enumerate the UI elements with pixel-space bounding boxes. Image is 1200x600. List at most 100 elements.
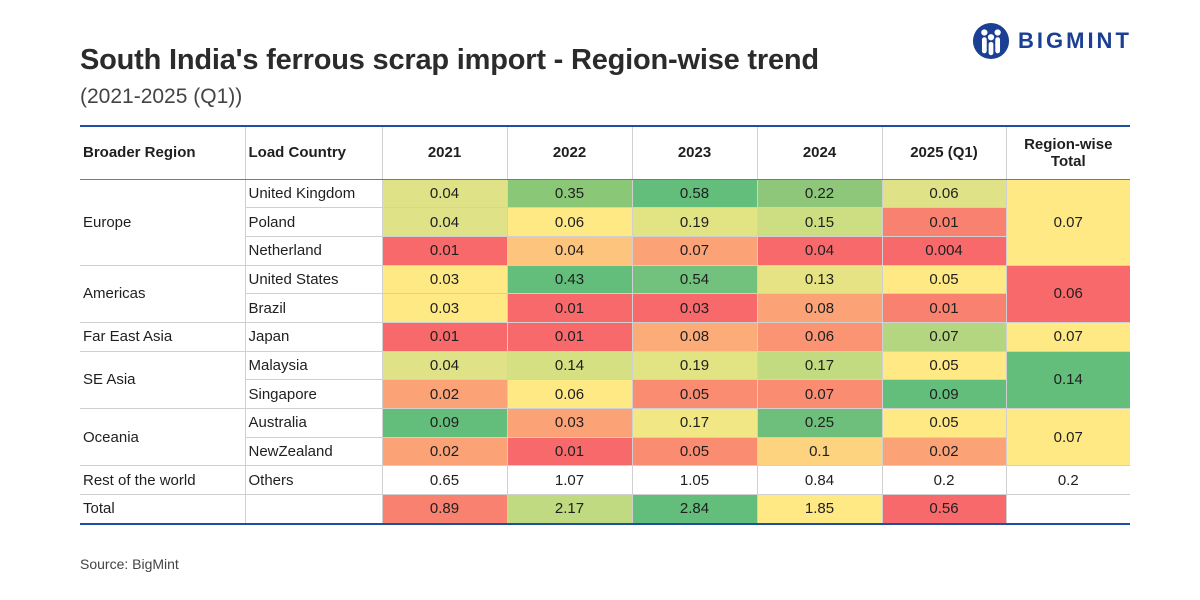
value-cell: 0.04 — [381, 350, 508, 381]
value-cell: 0.65 — [381, 465, 508, 496]
value-cell: 0.25 — [756, 408, 883, 438]
country-cell: Brazil — [245, 293, 383, 323]
column-header: Broader Region — [80, 125, 246, 180]
value-cell: 0.02 — [381, 436, 508, 467]
value-cell: 1.05 — [631, 465, 758, 496]
region-cell: Europe — [80, 178, 246, 266]
value-cell: 0.15 — [756, 207, 883, 237]
total-value-cell: 1.85 — [756, 494, 883, 525]
column-header: 2022 — [506, 125, 633, 180]
data-table: Broader Region Load Country 2021 2022 2023 20… — [80, 125, 1130, 525]
value-cell: 0.01 — [381, 235, 508, 266]
value-cell: 0.03 — [631, 293, 758, 323]
data-table-container: Broader Region Load Country 2021 2022 2023 20… — [80, 125, 1130, 525]
value-cell: 0.08 — [756, 293, 883, 323]
column-header: 2023 — [631, 125, 758, 180]
region-cell: Rest of the world — [80, 465, 246, 496]
table-row: Oceania Australia 0.09 0.03 0.17 0.25 0.05 0.07 — [80, 407, 1130, 467]
region-cell: Far East Asia — [80, 321, 246, 352]
region-total-cell: 0.07 — [1005, 178, 1130, 266]
country-cell: Australia — [244, 408, 383, 438]
value-cell: 0.06 — [881, 178, 1007, 209]
column-header: 2025 (Q1) — [881, 125, 1007, 180]
country-cell: Poland — [245, 207, 383, 237]
value-cell: 0.03 — [381, 293, 508, 323]
value-cell: 0.05 — [631, 436, 758, 467]
country-cell: Singapore — [245, 379, 383, 409]
value-cell: 0.05 — [881, 408, 1007, 438]
value-cell: 0.2 — [881, 465, 1007, 496]
value-cell: 0.19 — [631, 350, 758, 381]
country-cell: NewZealand — [245, 436, 383, 467]
value-cell: 0.004 — [881, 235, 1006, 266]
column-header: Region-wise Total — [1005, 125, 1130, 180]
value-cell: 0.05 — [881, 264, 1007, 295]
value-cell: 0.01 — [506, 436, 633, 467]
bigmint-logo-text: BIGMINT — [1018, 28, 1132, 53]
value-cell: 0.01 — [381, 321, 508, 352]
bigmint-logo: BIGMINT — [972, 22, 1162, 60]
bigmint-logo-icon — [972, 22, 1010, 60]
country-cell: United States — [244, 264, 383, 295]
value-cell: 0.01 — [881, 293, 1006, 323]
value-cell: 0.19 — [631, 207, 758, 237]
table-row: NewZealand 0.02 0.01 0.05 0.1 0.02 — [80, 436, 1130, 467]
value-cell: 0.06 — [506, 207, 633, 237]
region-total-cell: 0.06 — [1005, 264, 1130, 323]
value-cell: 0.17 — [756, 350, 883, 381]
total-label-cell: Total — [80, 494, 246, 525]
region-cell: Oceania — [80, 407, 246, 467]
value-cell: 0.03 — [506, 408, 633, 438]
region-total-cell: 0.14 — [1005, 350, 1130, 410]
chart-subtitle: (2021-2025 (Q1)) — [80, 85, 243, 108]
source-note: Source: BigMint — [80, 556, 179, 572]
value-cell: 0.17 — [631, 408, 758, 438]
value-cell: 0.01 — [881, 207, 1006, 237]
value-cell: 0.04 — [381, 178, 508, 209]
value-cell: 0.09 — [381, 408, 508, 438]
table-row: Far East Asia Japan 0.01 0.01 0.08 0.06 0.07 0.… — [80, 321, 1130, 352]
country-cell: United Kingdom — [244, 178, 383, 209]
value-cell: 0.02 — [881, 436, 1006, 467]
region-total-cell: 0.07 — [1005, 407, 1130, 467]
value-cell: 0.08 — [631, 321, 758, 352]
value-cell: 0.01 — [506, 321, 633, 352]
table-row: Singapore 0.02 0.06 0.05 0.07 0.09 — [80, 379, 1130, 409]
region-cell: SE Asia — [80, 350, 246, 410]
value-cell: 0.04 — [756, 235, 883, 266]
country-cell: Others — [244, 465, 383, 496]
value-cell: 0.01 — [506, 293, 633, 323]
table-row: SE Asia Malaysia 0.04 0.14 0.19 0.17 0.05 0.14 — [80, 350, 1130, 410]
value-cell: 0.14 — [506, 350, 633, 381]
region-total-cell: 0.07 — [1005, 321, 1130, 352]
value-cell: 0.05 — [631, 379, 758, 409]
value-cell: 0.54 — [631, 264, 758, 295]
value-cell: 0.1 — [756, 436, 883, 467]
region-cell: Americas — [80, 264, 246, 323]
country-cell: Japan — [244, 321, 383, 352]
value-cell: 0.06 — [756, 321, 883, 352]
table-row: Americas United States 0.03 0.43 0.54 0.13 0.0… — [80, 264, 1130, 323]
total-value-cell: 2.17 — [506, 494, 633, 525]
column-header: Load Country — [244, 125, 383, 180]
value-cell: 0.13 — [756, 264, 883, 295]
country-cell: Netherland — [245, 235, 383, 266]
value-cell: 0.04 — [506, 235, 633, 266]
column-header: 2024 — [756, 125, 883, 180]
table-row: Rest of the world Others 0.65 1.07 1.05 0.84 0… — [80, 465, 1130, 496]
table-row: Poland 0.04 0.06 0.19 0.15 0.01 — [80, 207, 1130, 237]
country-cell: Malaysia — [244, 350, 383, 381]
value-cell: 0.03 — [381, 264, 508, 295]
total-value-cell: 0.56 — [881, 494, 1007, 525]
header-row: Broader Region Load Country 2021 2022 2023 20… — [80, 125, 1130, 180]
total-value-cell: 2.84 — [631, 494, 758, 525]
value-cell: 0.02 — [381, 379, 508, 409]
value-cell: 0.35 — [506, 178, 633, 209]
table-body: Europe United Kingdom 0.04 0.35 0.58 0.22 0.06… — [80, 178, 1130, 525]
table-row: Brazil 0.03 0.01 0.03 0.08 0.01 — [80, 293, 1130, 323]
column-header: 2021 — [381, 125, 508, 180]
total-blank-cell — [1005, 494, 1130, 525]
value-cell: 0.84 — [756, 465, 883, 496]
value-cell: 0.06 — [506, 379, 633, 409]
value-cell: 1.07 — [506, 465, 633, 496]
